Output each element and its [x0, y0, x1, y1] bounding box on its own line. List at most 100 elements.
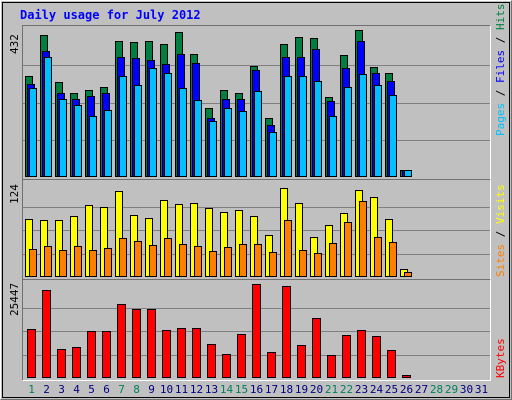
legend-sites: Sites: [494, 244, 507, 277]
bar-sites-day-26: [404, 272, 412, 277]
bar-pages-day-10: [164, 73, 172, 177]
bar-sites-day-5: [89, 250, 97, 277]
bar-pages-day-16: [254, 91, 262, 177]
bar-kbytes-day-4: [72, 347, 81, 378]
bar-pages-day-26: [404, 170, 412, 177]
bar-sites-day-4: [74, 246, 82, 277]
legend-visits: Visits: [494, 184, 507, 224]
x-tick-label-day-5: 5: [88, 383, 95, 396]
bar-sites-day-20: [314, 253, 322, 277]
bar-kbytes-day-11: [177, 328, 186, 378]
bars: [25, 30, 412, 378]
bar-kbytes-day-20: [312, 318, 321, 378]
bar-sites-day-8: [134, 241, 142, 277]
bar-sites-day-19: [299, 250, 307, 277]
bar-sites-day-2: [44, 246, 52, 277]
bar-sites-day-10: [164, 238, 172, 277]
bar-kbytes-day-17: [267, 352, 276, 378]
bar-sites-day-22: [344, 222, 352, 277]
x-tick-label-day-29: 29: [445, 383, 458, 396]
x-tick-label-day-20: 20: [310, 383, 323, 396]
x-tick-label-day-18: 18: [280, 383, 293, 396]
bar-pages-day-20: [314, 81, 322, 177]
bar-kbytes-day-19: [297, 345, 306, 378]
x-tick-label-day-1: 1: [28, 383, 35, 396]
bar-pages-day-17: [269, 132, 277, 177]
bar-kbytes-day-13: [207, 344, 216, 378]
bar-sites-day-14: [224, 247, 232, 277]
bar-pages-day-4: [74, 105, 82, 177]
x-tick-label-day-23: 23: [355, 383, 368, 396]
bar-kbytes-day-8: [132, 309, 141, 378]
bar-sites-day-25: [389, 242, 397, 277]
bar-pages-day-11: [179, 88, 187, 177]
panel-kbytes: [22, 279, 491, 381]
x-tick-label-day-28: 28: [430, 383, 443, 396]
bar-kbytes-day-23: [357, 330, 366, 378]
bar-pages-day-25: [389, 95, 397, 177]
x-tick-label-day-12: 12: [190, 383, 203, 396]
bar-kbytes-day-7: [117, 304, 126, 378]
bar-kbytes-day-12: [192, 328, 201, 378]
ymax-label-visits: 124: [8, 184, 21, 204]
bar-pages-day-22: [344, 87, 352, 177]
x-tick-label-day-3: 3: [58, 383, 65, 396]
x-tick-label-day-22: 22: [340, 383, 353, 396]
bar-sites-day-24: [374, 237, 382, 277]
bar-sites-day-16: [254, 244, 262, 277]
ymax-label-kbytes: 25447: [8, 283, 21, 316]
bar-kbytes-day-9: [147, 309, 156, 378]
x-tick-label-day-4: 4: [73, 383, 80, 396]
bar-pages-day-2: [44, 57, 52, 177]
bar-pages-day-3: [59, 99, 67, 177]
x-tick-label-day-21: 21: [325, 383, 338, 396]
bar-pages-day-23: [359, 74, 367, 177]
bar-sites-day-18: [284, 220, 292, 277]
legend-sep-3: /: [494, 224, 507, 244]
x-tick-label-day-15: 15: [235, 383, 248, 396]
bar-kbytes-day-5: [87, 331, 96, 378]
legend-hits: Hits: [494, 4, 507, 31]
legend-pages: Pages: [494, 103, 507, 136]
chart-title: Daily usage for July 2012: [20, 8, 201, 22]
bar-sites-day-7: [119, 238, 127, 277]
x-tick-label-day-17: 17: [265, 383, 278, 396]
bar-kbytes-day-1: [27, 329, 36, 378]
bar-sites-day-3: [59, 250, 67, 277]
x-tick-label-day-13: 13: [205, 383, 218, 396]
x-tick-label-day-10: 10: [160, 383, 173, 396]
x-tick-label-day-16: 16: [250, 383, 263, 396]
bar-kbytes-day-24: [372, 336, 381, 378]
bar-sites-day-11: [179, 244, 187, 277]
bar-kbytes-day-10: [162, 330, 171, 378]
x-tick-label-day-19: 19: [295, 383, 308, 396]
bar-sites-day-6: [104, 248, 112, 277]
x-tick-label-day-26: 26: [400, 383, 413, 396]
x-tick-label-day-2: 2: [43, 383, 50, 396]
bar-kbytes-day-16: [252, 284, 261, 378]
bar-pages-day-13: [209, 121, 217, 177]
x-tick-label-day-8: 8: [133, 383, 140, 396]
x-tick-label-day-30: 30: [460, 383, 473, 396]
bar-sites-day-12: [194, 246, 202, 277]
x-tick-label-day-11: 11: [175, 383, 188, 396]
x-tick-label-day-24: 24: [370, 383, 384, 396]
bar-pages-day-19: [299, 76, 307, 177]
bar-kbytes-day-14: [222, 354, 231, 378]
x-tick-label-day-7: 7: [118, 383, 125, 396]
bar-sites-day-9: [149, 245, 157, 277]
bar-kbytes-day-2: [42, 290, 51, 378]
x-tick-label-day-14: 14: [220, 383, 234, 396]
bar-pages-day-6: [104, 110, 112, 177]
x-tick-label-day-27: 27: [415, 383, 428, 396]
legend-files: Files: [494, 50, 507, 83]
bar-pages-day-15: [239, 111, 247, 177]
ymax-label-hits: 432: [8, 34, 21, 54]
bar-sites-day-15: [239, 244, 247, 277]
x-tick-label-day-31: 31: [475, 383, 488, 396]
legend-panel-3: KBytes: [494, 338, 507, 378]
bar-kbytes-day-18: [282, 286, 291, 378]
legend-sep-2: /: [494, 30, 507, 50]
legend-kbytes: KBytes: [494, 338, 507, 378]
